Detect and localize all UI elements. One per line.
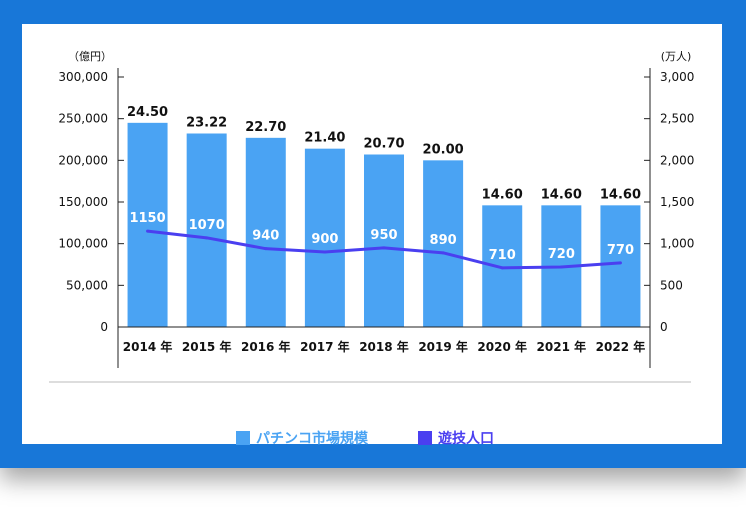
x-tick-label: 2014 年 [123, 339, 173, 354]
population-point [382, 246, 386, 250]
right-tick-label: 2,000 [660, 153, 694, 167]
population-point [146, 229, 150, 233]
chart-card: 0 50,000 100,000 150,000 200,000 250,000 300,0… [22, 24, 722, 447]
x-tick-label: 2015 年 [182, 339, 232, 354]
left-tick-label: 100,000 [58, 237, 108, 251]
right-tick-label: 0 [660, 320, 668, 334]
market-bar [304, 148, 345, 327]
market-bar-label: 20.70 [363, 137, 404, 152]
population-label: 890 [430, 233, 457, 248]
x-tick-label: 2021 年 [537, 339, 587, 354]
x-tick-label: 2017 年 [300, 339, 350, 354]
legend-swatch-market [236, 431, 250, 445]
population-label: 900 [311, 232, 338, 247]
population-point [500, 266, 504, 270]
legend-label-market: パチンコ市場規模 [256, 431, 368, 447]
x-tick-label: 2016 年 [241, 339, 291, 354]
population-point [441, 251, 445, 255]
right-tick-label: 2,500 [660, 112, 694, 126]
population-label: 770 [607, 243, 634, 258]
right-tick-label: 3,000 [660, 70, 694, 84]
x-tick-label: 2020 年 [477, 339, 527, 354]
population-point [323, 250, 327, 254]
legend-label-population: 遊技人口 [438, 431, 494, 447]
market-bar [364, 154, 404, 327]
population-point [618, 261, 622, 265]
market-bar-label: 14.60 [600, 187, 641, 202]
left-tick-label: 50,000 [66, 278, 108, 292]
left-tick-label: 250,000 [58, 112, 108, 126]
market-bar [186, 133, 227, 327]
population-label: 950 [370, 228, 397, 243]
population-label: 720 [548, 247, 575, 262]
left-tick-label: 0 [100, 320, 108, 334]
market-bar-label: 24.50 [127, 105, 168, 120]
market-bar-label: 21.40 [304, 131, 345, 146]
right-axis-unit: (万人) [661, 50, 692, 63]
right-tick-label: 1,500 [660, 195, 694, 209]
x-tick-label: 2019 年 [418, 339, 468, 354]
left-tick-label: 150,000 [58, 195, 108, 209]
market-bar [245, 137, 286, 327]
right-tick-label: 500 [660, 278, 683, 292]
market-bar [423, 160, 464, 327]
left-tick-label: 300,000 [58, 70, 108, 84]
left-axis-unit: （億円） [68, 50, 112, 63]
population-label: 940 [252, 229, 279, 244]
market-bar-label: 23.22 [186, 116, 227, 131]
population-point [264, 247, 268, 251]
combo-chart: 0 50,000 100,000 150,000 200,000 250,000 300,0… [49, 50, 694, 383]
population-label: 1150 [129, 211, 165, 226]
x-tick-label: 2022 年 [596, 339, 646, 354]
population-label: 1070 [189, 218, 225, 233]
market-bar [600, 205, 641, 327]
population-label: 710 [489, 248, 516, 263]
legend-item-market: パチンコ市場規模 [236, 428, 368, 448]
market-bar-label: 20.00 [423, 142, 464, 157]
x-tick-label: 2018 年 [359, 339, 409, 354]
market-bar-label: 14.60 [541, 187, 582, 202]
market-bar-label: 14.60 [482, 187, 523, 202]
market-bar-label: 22.70 [245, 120, 286, 135]
legend-item-population: 遊技人口 [418, 428, 494, 448]
legend-swatch-population [418, 431, 432, 445]
right-tick-label: 1,000 [660, 237, 694, 251]
left-tick-label: 200,000 [58, 153, 108, 167]
population-point [205, 236, 209, 240]
population-point [559, 265, 563, 269]
market-bar [127, 122, 168, 327]
